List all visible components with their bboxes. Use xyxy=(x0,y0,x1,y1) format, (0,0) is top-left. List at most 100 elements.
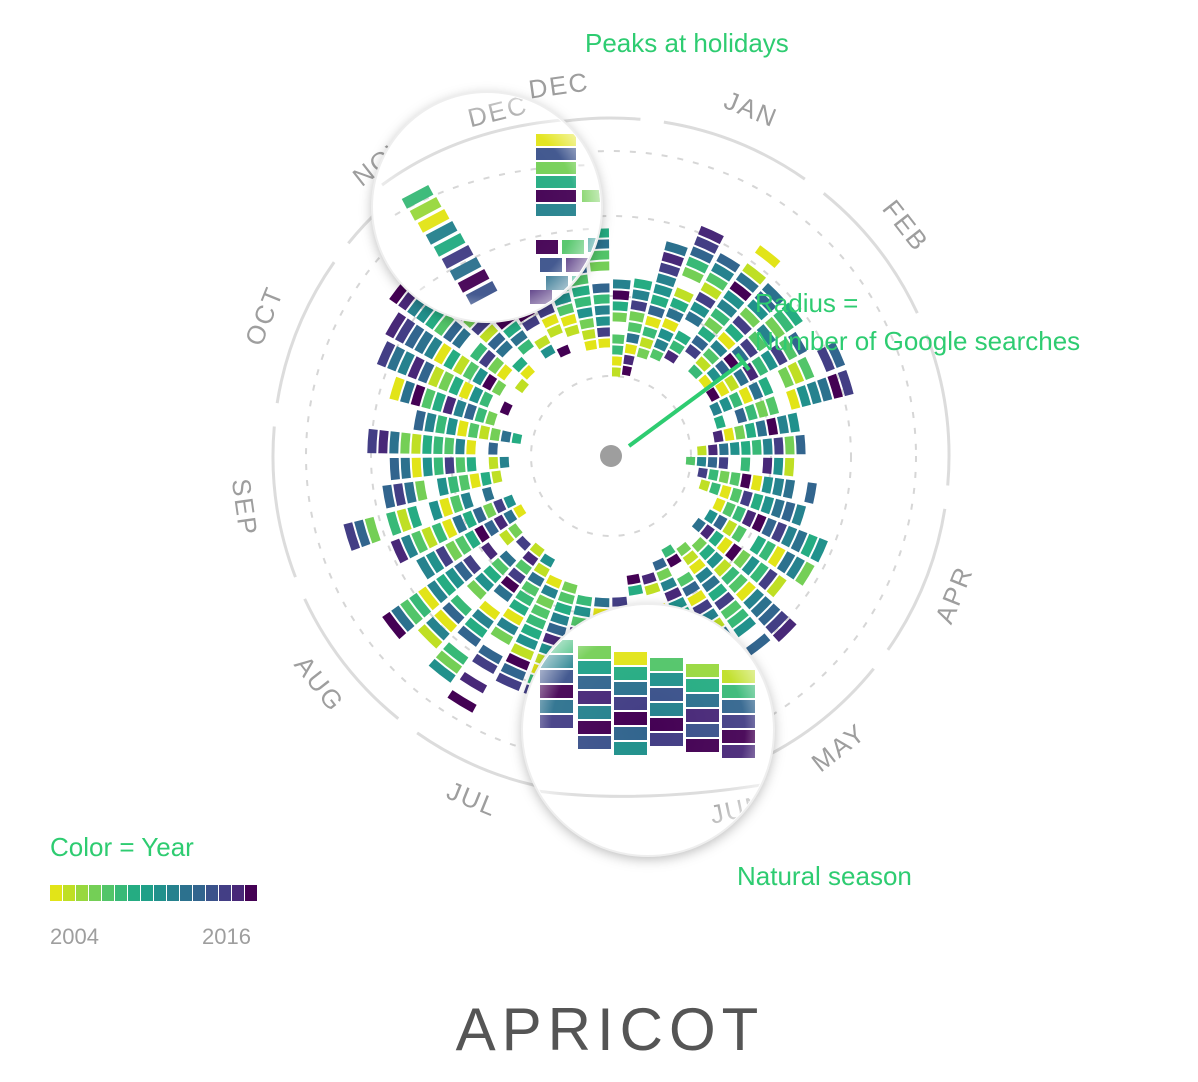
bar-segment xyxy=(630,300,648,312)
bar-segment xyxy=(530,604,551,620)
bar-segment xyxy=(750,493,764,511)
bar-segment xyxy=(527,571,545,587)
bar-segment xyxy=(533,562,550,578)
bar-segment xyxy=(433,436,444,455)
bar-segment xyxy=(687,590,707,607)
bar-segment xyxy=(488,457,499,470)
bar-segment xyxy=(800,533,818,558)
bar-segment xyxy=(742,263,766,285)
bar-segment xyxy=(710,308,730,327)
bar-segment xyxy=(837,369,854,397)
bar-segment xyxy=(712,430,724,443)
bar-segment xyxy=(735,581,756,602)
bar-segment xyxy=(739,307,760,328)
bar-segment xyxy=(487,357,505,375)
bar-segment xyxy=(471,609,494,629)
bar-segment xyxy=(584,339,597,351)
bar-segment xyxy=(387,346,406,372)
bar-segment xyxy=(695,356,711,372)
bar-segment xyxy=(729,472,741,487)
bar-segment xyxy=(624,343,638,355)
bar-segment xyxy=(645,315,662,329)
bar-segment xyxy=(714,591,735,611)
bar-segment xyxy=(397,351,415,376)
bar-segment xyxy=(708,530,724,547)
bar-segment xyxy=(795,561,815,586)
grid-ring xyxy=(305,150,917,762)
bar-segment xyxy=(589,261,610,272)
bar-segment xyxy=(733,368,749,387)
bar-segment xyxy=(713,559,732,577)
legend-start-year: 2004 xyxy=(50,924,99,949)
bar-segment xyxy=(434,609,458,633)
bar-segment xyxy=(705,272,728,291)
bar-segment xyxy=(472,506,487,524)
bar-segment xyxy=(754,291,777,313)
bar-segment xyxy=(773,309,794,333)
bar-segment xyxy=(400,534,419,559)
bar-segment xyxy=(444,457,455,475)
bar-segment xyxy=(466,439,477,455)
bar-segment xyxy=(592,283,610,294)
legend-title: Color = Year xyxy=(50,832,194,862)
bar-segment xyxy=(482,502,497,519)
bar-segment xyxy=(500,430,512,443)
bar-segment xyxy=(728,391,743,408)
bar-segment xyxy=(469,386,484,404)
bar-segment xyxy=(434,313,455,336)
bar-segment xyxy=(459,671,488,694)
bar-segment xyxy=(685,456,696,466)
bar-segment xyxy=(729,442,740,455)
bar-segment xyxy=(479,600,501,620)
bar-segment xyxy=(716,299,738,318)
bar-segment xyxy=(778,337,798,361)
bar-segment xyxy=(588,250,610,261)
bar-segment xyxy=(771,521,787,543)
bar-segment xyxy=(376,341,396,368)
bar-segment xyxy=(682,580,701,597)
bar-segment xyxy=(699,544,716,561)
bar-segment xyxy=(493,498,507,514)
bar-segment xyxy=(676,541,692,557)
bar-segment xyxy=(719,484,732,500)
bar-segment xyxy=(612,301,629,312)
month-label-feb: FEB xyxy=(877,194,935,257)
legend-swatch xyxy=(76,885,88,901)
bar-segment xyxy=(469,342,488,362)
bar-segment xyxy=(669,340,685,355)
bar-segment xyxy=(754,245,781,268)
bar-segment xyxy=(409,592,432,618)
bar-segment xyxy=(464,530,481,549)
bar-segment xyxy=(594,597,610,608)
bar-segment xyxy=(417,624,443,649)
bar-segment xyxy=(448,376,464,396)
bar-segment xyxy=(421,526,438,549)
bar-segment xyxy=(417,361,435,384)
bar-segment xyxy=(541,313,559,329)
bar-segment xyxy=(556,344,571,358)
bar-segment xyxy=(487,332,506,351)
bar-segment xyxy=(453,355,470,375)
bar-segment xyxy=(710,339,728,358)
bar-segment xyxy=(553,292,572,307)
bar-segment xyxy=(463,554,482,575)
bar-segment xyxy=(713,415,726,429)
bar-segment xyxy=(762,457,773,474)
bar-segment xyxy=(761,282,785,306)
bar-segment xyxy=(727,608,749,629)
bar-segment xyxy=(788,331,807,356)
bar-segment xyxy=(502,608,524,626)
bar-segment xyxy=(744,403,758,421)
bar-segment xyxy=(712,497,726,513)
bar-segment xyxy=(521,580,540,597)
bar-segment xyxy=(713,514,728,531)
bar-segment xyxy=(758,376,774,396)
bar-segment xyxy=(749,562,769,583)
bar-segment xyxy=(478,349,496,368)
bar-segment xyxy=(733,549,751,569)
bar-segment xyxy=(766,417,779,436)
bar-segment xyxy=(647,305,665,319)
bar-segment xyxy=(653,283,673,298)
bar-segment xyxy=(636,347,650,360)
bar-segment xyxy=(556,303,575,317)
